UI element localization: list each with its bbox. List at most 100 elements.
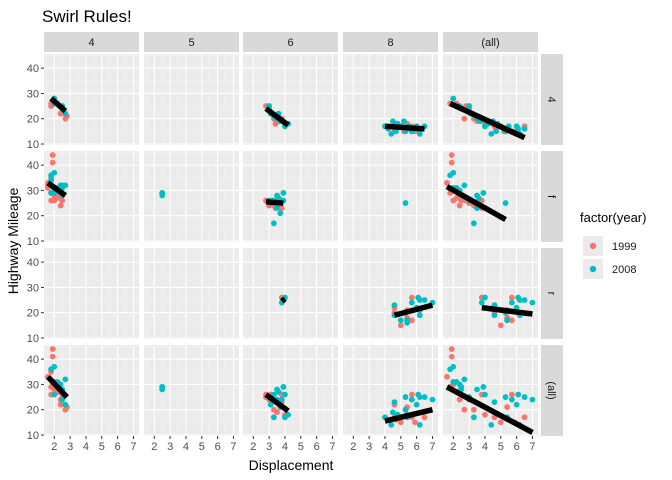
fit-line [481,304,533,317]
point-1999 [461,406,468,413]
point-2008 [521,394,528,400]
x-tick-label: 4 [183,441,189,453]
point-2008 [529,396,536,403]
point-1999 [412,419,418,426]
fit-line [265,199,284,206]
y-tick-label: 10 [27,236,39,248]
fit-line [393,302,434,318]
point-1999 [278,205,285,212]
x-tick-label: 3 [67,441,73,453]
x-tick-label: 4 [83,441,89,453]
fit-line [46,180,67,198]
panel-data [444,152,509,227]
panel-data [391,294,436,329]
facet-panel [243,54,338,145]
row-strip-label: 4 [545,96,557,102]
point-2008 [275,389,282,395]
point-2008 [389,409,396,416]
point-2008 [491,399,498,406]
facet-panel [144,248,239,339]
point-1999 [482,411,488,418]
facet-grid: 4 5 6 8 (all) 4 f r (all) [44,32,563,436]
point-2008 [521,297,528,303]
point-2008 [51,363,58,370]
point-2008 [515,391,522,398]
point-2008 [391,302,398,309]
legend-label: 1999 [612,241,636,253]
point-2008 [515,125,522,132]
fit-line [45,374,69,399]
col-strip-label: 8 [387,37,393,49]
panel-data [263,384,292,421]
point-2008 [488,130,495,137]
panel-data [48,95,70,122]
panel-data [382,118,428,137]
panel-data [45,152,69,209]
point-1999 [59,197,66,204]
y-tick-label: 30 [27,185,39,197]
y-tick-label: 10 [27,333,39,345]
panel-data [382,391,436,428]
point-2008 [270,220,277,227]
y-tick-label: 20 [27,114,39,126]
point-2008 [280,384,287,390]
x-tick-label: 6 [514,441,520,453]
point-1999 [448,159,455,166]
fit-line [445,384,534,435]
point-1999 [458,197,465,204]
point-1999 [508,391,515,398]
point-1999 [444,373,450,380]
point-2008 [521,125,528,132]
point-2008 [62,401,69,408]
point-2008 [429,396,436,403]
facet-panel [144,151,239,242]
y-tick-label: 20 [27,405,39,417]
x-tick-label: 7 [130,441,136,453]
x-tick-label: 2 [250,441,256,453]
point-2008 [389,118,396,125]
point-2008 [397,317,404,324]
point-1999 [274,409,280,416]
point-2008 [482,294,488,301]
x-tick-label: 6 [414,441,420,453]
x-tick-label: 5 [398,441,404,453]
row-strip-0 [541,54,563,145]
legend-title: factor(year) [580,210,646,225]
x-tick-label: 6 [115,441,121,453]
legend-label: 2008 [612,264,636,276]
fit-line [384,407,434,424]
x-axis-label: Displacement [249,457,334,473]
facet-panel [144,345,239,436]
panel-data [159,190,166,199]
point-2008 [513,401,520,408]
point-2008 [488,421,495,428]
point-2008 [159,190,166,196]
legend-swatch [589,265,597,273]
col-strip-label: (all) [481,37,499,49]
y-tick-label: 40 [27,354,39,366]
row-strip-label: f [545,195,557,199]
point-2008 [416,421,423,428]
point-1999 [49,353,56,360]
point-2008 [470,220,477,227]
facet-panel [44,54,139,145]
fit-line [264,106,290,128]
point-1999 [49,152,56,158]
panel-data [402,200,409,206]
point-1999 [448,353,455,360]
panel-background [144,248,239,339]
point-1999 [51,197,58,204]
point-1999 [497,419,504,426]
point-2008 [450,169,457,176]
point-1999 [408,391,415,398]
point-1999 [461,115,468,122]
panel-data [263,190,287,227]
x-tick-label: 2 [151,441,157,453]
x-tick-label: 4 [482,441,488,453]
y-tick-label: 30 [27,379,39,391]
panel-data [278,294,288,306]
y-tick-label: 10 [27,430,39,442]
facet-panel [443,248,538,339]
point-1999 [57,202,64,209]
